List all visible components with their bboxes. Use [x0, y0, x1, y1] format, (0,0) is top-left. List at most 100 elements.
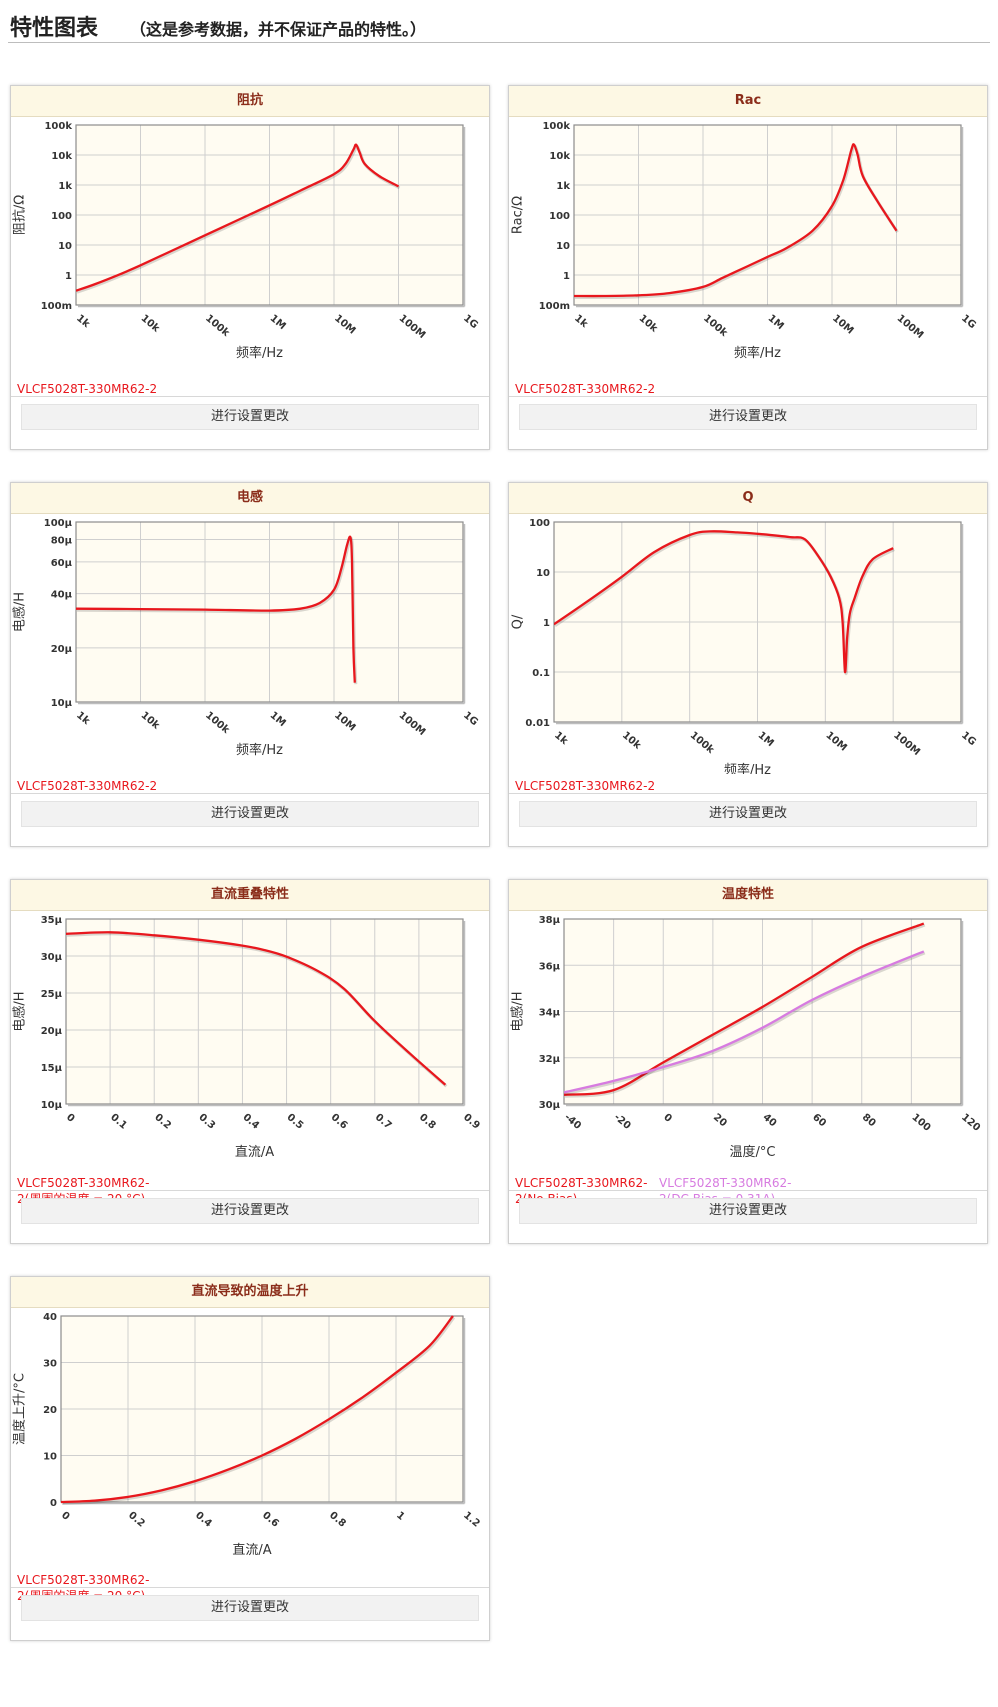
x-tick-label: 100M	[891, 730, 922, 758]
y-tick-label: 100μ	[44, 518, 73, 529]
x-tick-label: 1M	[268, 710, 288, 729]
page-header: 特性图表 （这是参考数据，并不保证产品的特性。）	[8, 6, 990, 43]
plot-frame	[553, 521, 962, 723]
x-tick-label: 100k	[688, 730, 716, 756]
y-tick-label: 1k	[556, 181, 570, 192]
series-line	[76, 535, 356, 683]
plot-frame	[75, 124, 464, 306]
x-axis-label: 频率/Hz	[236, 742, 283, 758]
plot-frame	[573, 124, 962, 306]
y-tick-label: 1	[563, 271, 570, 282]
x-tick-label: 0	[64, 1112, 76, 1125]
chart-title: 直流重叠特性	[11, 880, 489, 911]
x-tick-label: 1G	[959, 313, 978, 331]
y-tick-label: 80μ	[51, 535, 73, 546]
chart-svg: 100m 1 10 100 1k 10k 100k 1k 10k 100k 1M 10M 100M 1G 频…	[511, 121, 978, 361]
x-tick-label: 100M	[397, 710, 428, 738]
chart-card-impedance: 阻抗 100m 1 10 100 1k 10k 100k 1k 10k 100k 1M 10M 100M 1…	[10, 85, 490, 450]
settings-button[interactable]: 进行设置更改	[21, 801, 479, 827]
legend-entry: VLCF5028T-330MR62-2	[17, 382, 158, 396]
y-tick-label: 38μ	[539, 915, 561, 926]
legend-entry: VLCF5028T-330MR62-2	[515, 779, 656, 793]
x-axis-label: 频率/Hz	[236, 345, 283, 361]
series-line	[574, 143, 898, 298]
settings-button[interactable]: 进行设置更改	[21, 1198, 479, 1224]
x-tick-label: 10k	[620, 730, 643, 752]
y-tick-label: 25μ	[41, 989, 63, 1000]
x-tick-label: 10k	[139, 710, 162, 732]
legend-entry: VLCF5028T-330MR62-2	[515, 382, 656, 396]
x-tick-label: 20	[711, 1112, 729, 1129]
plot-frame	[60, 1315, 464, 1503]
x-tick-label: 60	[810, 1112, 828, 1129]
x-tick-label: 100k	[203, 710, 231, 736]
settings-button[interactable]: 进行设置更改	[21, 1595, 479, 1621]
series-line	[564, 950, 925, 1094]
settings-button[interactable]: 进行设置更改	[519, 1198, 977, 1224]
chart-title: 温度特性	[509, 880, 987, 911]
x-tick-label: 40	[761, 1112, 779, 1129]
y-axis-label: Q/	[511, 614, 526, 629]
chart-svg: 10μ 20μ 40μ 60μ 80μ 100μ 1k 10k 100k 1M 10M 100M 1G 频…	[12, 518, 480, 758]
y-tick-label: 20μ	[51, 644, 73, 655]
x-tick-label: 0	[59, 1510, 71, 1523]
series-line	[61, 1315, 454, 1504]
chart-title: Rac	[509, 86, 987, 117]
series-line-shadow	[62, 1316, 456, 1505]
x-tick-label: 0.2	[152, 1112, 173, 1132]
chart-card-rac: Rac 100m 1 10 100 1k 10k 100k 1k 10k 100k 1M 10M 100M…	[508, 85, 988, 450]
x-tick-label: 100M	[895, 313, 926, 341]
x-tick-label: -20	[612, 1112, 633, 1132]
chart-svg: 30μ 32μ 34μ 36μ 38μ -40 -20 0 20 40 60 80 100 120 温度/°…	[510, 915, 983, 1160]
card-divider	[11, 396, 489, 397]
y-tick-label: 100k	[44, 121, 72, 132]
y-tick-label: 100k	[542, 121, 570, 132]
x-tick-label: 0.6	[329, 1112, 350, 1132]
y-tick-label: 10	[43, 1452, 57, 1463]
settings-button[interactable]: 进行设置更改	[519, 801, 977, 827]
series-line-shadow	[565, 923, 926, 1098]
x-tick-label: 0.9	[461, 1112, 482, 1132]
settings-button[interactable]: 进行设置更改	[519, 404, 977, 430]
y-tick-label: 30μ	[41, 952, 63, 963]
page-subtitle: （这是参考数据，并不保证产品的特性。）	[130, 20, 427, 39]
y-tick-label: 10μ	[51, 698, 73, 709]
x-tick-label: 0.8	[327, 1510, 348, 1530]
x-tick-label: 1k	[552, 730, 570, 747]
x-axis-label: 频率/Hz	[724, 762, 771, 774]
x-tick-label: 0.1	[108, 1112, 129, 1132]
card-divider	[11, 1587, 489, 1588]
y-axis-label: 电感/H	[510, 991, 526, 1031]
chart-card-temperature: 温度特性 30μ 32μ 34μ 36μ 38μ -40 -20 0 20 40 60 80 100 120…	[508, 879, 988, 1244]
y-tick-label: 40μ	[51, 590, 73, 601]
y-tick-label: 20μ	[41, 1026, 63, 1037]
chart-card-temp_rise: 直流导致的温度上升 0 10 20 30 40 0 0.2 0.4 0.6 0.8 1 1.2 直流/A 温…	[10, 1276, 490, 1641]
y-tick-label: 36μ	[539, 961, 561, 972]
chart-title: Q	[509, 483, 987, 514]
card-divider	[509, 793, 987, 794]
y-tick-label: 100m	[539, 301, 570, 312]
x-tick-label: 10M	[830, 313, 855, 337]
y-tick-label: 10	[556, 241, 570, 252]
y-tick-label: 1	[543, 618, 550, 629]
settings-button[interactable]: 进行设置更改	[21, 404, 479, 430]
x-tick-label: 0.5	[285, 1112, 306, 1132]
x-tick-label: 1G	[461, 710, 480, 728]
y-tick-label: 0	[50, 1498, 57, 1509]
x-tick-label: 80	[860, 1112, 878, 1129]
y-tick-label: 1	[65, 271, 72, 282]
series-line	[66, 931, 447, 1086]
x-tick-label: 1k	[74, 313, 92, 330]
chart-card-q: Q 0.01 0.1 1 10 100 1k 10k 100k 1M 10M 100M 1G 频率/Hz Q…	[508, 482, 988, 847]
x-tick-label: 1M	[268, 313, 288, 332]
x-tick-label: 1G	[461, 313, 480, 331]
x-tick-label: 10k	[139, 313, 162, 335]
chart-svg: 10μ 15μ 20μ 25μ 30μ 35μ 0 0.1 0.2 0.3 0.4 0.5 0.6 0.7…	[12, 915, 482, 1160]
y-tick-label: 32μ	[539, 1054, 561, 1065]
chart-title: 直流导致的温度上升	[11, 1277, 489, 1308]
y-tick-label: 1k	[58, 181, 72, 192]
x-tick-label: 10M	[332, 313, 357, 337]
y-tick-label: 35μ	[41, 915, 63, 926]
x-tick-label: 100M	[397, 313, 428, 341]
plot-area	[66, 919, 463, 1104]
